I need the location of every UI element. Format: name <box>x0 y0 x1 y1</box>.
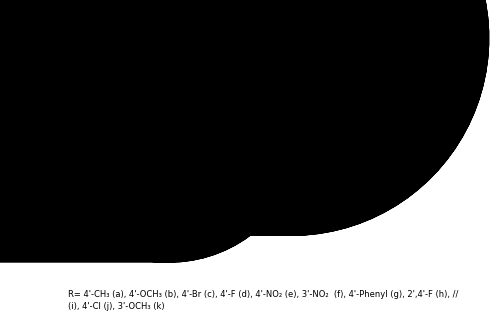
Text: O: O <box>106 30 114 40</box>
Text: O: O <box>414 43 422 53</box>
Text: CH₃: CH₃ <box>188 59 204 68</box>
Text: O: O <box>208 7 216 17</box>
Text: O: O <box>424 8 432 18</box>
Text: R= 4'-CH₃ (a), 4'-OCH₃ (b), 4'-Br (c), 4'-F (d), 4'-NO₂ (e), 3'-NO₂  (f), 4'-Phe: R= 4'-CH₃ (a), 4'-OCH₃ (b), 4'-Br (c), 4… <box>68 290 458 299</box>
Text: OH: OH <box>437 27 451 36</box>
Text: O: O <box>322 94 329 104</box>
Text: O: O <box>208 48 216 58</box>
Text: O: O <box>423 48 430 58</box>
Text: i: i <box>202 114 205 127</box>
Text: HO: HO <box>290 134 303 143</box>
Text: O: O <box>322 136 330 146</box>
Text: O: O <box>418 38 426 48</box>
Text: O: O <box>220 26 227 36</box>
Text: CH₃: CH₃ <box>354 120 371 129</box>
Text: CH₃: CH₃ <box>188 8 204 17</box>
Text: O: O <box>114 47 121 57</box>
Text: EMAC10164a-d,g-k: EMAC10164a-d,g-k <box>364 73 474 83</box>
Text: CH₃: CH₃ <box>406 9 421 18</box>
Text: EMAC10163a-k: EMAC10163a-k <box>156 69 244 79</box>
Text: CH₃: CH₃ <box>108 156 125 166</box>
Text: ii: ii <box>252 88 260 101</box>
Text: HO: HO <box>98 113 112 122</box>
Text: CH₃: CH₃ <box>230 32 246 41</box>
Text: CH₃: CH₃ <box>300 94 316 103</box>
Text: R: R <box>367 58 374 68</box>
Text: R: R <box>100 28 107 38</box>
Text: O: O <box>310 131 318 141</box>
Text: CH₃: CH₃ <box>404 59 420 68</box>
Text: CH₃: CH₃ <box>298 148 315 157</box>
Text: iii: iii <box>315 39 326 52</box>
Text: OH: OH <box>120 113 133 122</box>
Text: O: O <box>198 43 205 53</box>
Text: EMAC10163: EMAC10163 <box>298 159 368 169</box>
Text: (i), 4'-Cl (j), 3'-OCH₃ (k): (i), 4'-Cl (j), 3'-OCH₃ (k) <box>68 302 164 311</box>
Text: O: O <box>342 115 350 125</box>
